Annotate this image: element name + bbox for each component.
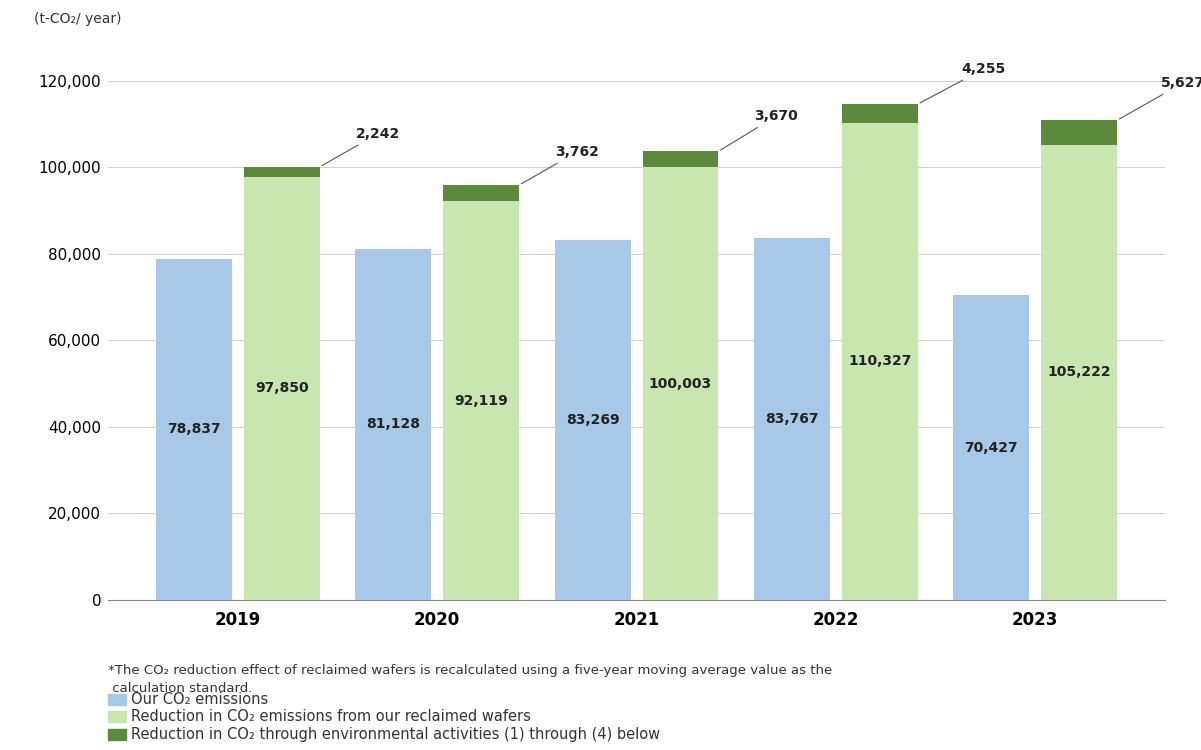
- Bar: [443, 202, 519, 600]
- Text: 110,327: 110,327: [848, 354, 912, 368]
- Bar: [156, 259, 232, 600]
- Bar: [555, 240, 631, 600]
- Text: 105,222: 105,222: [1047, 365, 1111, 380]
- Text: *The CO₂ reduction effect of reclaimed wafers is recalculated using a five-year : *The CO₂ reduction effect of reclaimed w…: [108, 664, 832, 676]
- Text: 92,119: 92,119: [454, 394, 508, 408]
- Text: 3,762: 3,762: [521, 146, 598, 184]
- Bar: [842, 122, 918, 600]
- Text: calculation standard.: calculation standard.: [108, 682, 252, 695]
- Text: 100,003: 100,003: [649, 376, 712, 391]
- Text: 81,128: 81,128: [366, 418, 420, 431]
- Text: 83,269: 83,269: [566, 413, 620, 427]
- Bar: [244, 167, 319, 176]
- Bar: [1041, 145, 1117, 600]
- Bar: [443, 185, 519, 202]
- Text: Our CO₂ emissions: Our CO₂ emissions: [131, 692, 268, 706]
- Bar: [754, 238, 830, 600]
- Bar: [954, 296, 1029, 600]
- Bar: [643, 152, 718, 167]
- Bar: [244, 176, 319, 600]
- Bar: [1041, 120, 1117, 145]
- Text: 3,670: 3,670: [721, 110, 797, 150]
- Text: 2,242: 2,242: [322, 127, 400, 166]
- Text: 83,767: 83,767: [765, 412, 819, 426]
- Bar: [355, 249, 431, 600]
- Text: 5,627: 5,627: [1119, 76, 1201, 119]
- Text: (t-CO₂/ year): (t-CO₂/ year): [34, 12, 121, 26]
- Text: 4,255: 4,255: [920, 62, 1005, 103]
- Text: 78,837: 78,837: [167, 422, 221, 436]
- Text: 97,850: 97,850: [255, 381, 309, 395]
- Bar: [842, 104, 918, 122]
- Text: Reduction in CO₂ emissions from our reclaimed wafers: Reduction in CO₂ emissions from our recl…: [131, 709, 531, 724]
- Text: Reduction in CO₂ through environmental activities (1) through (4) below: Reduction in CO₂ through environmental a…: [131, 727, 661, 742]
- Bar: [643, 167, 718, 600]
- Text: 70,427: 70,427: [964, 441, 1018, 454]
